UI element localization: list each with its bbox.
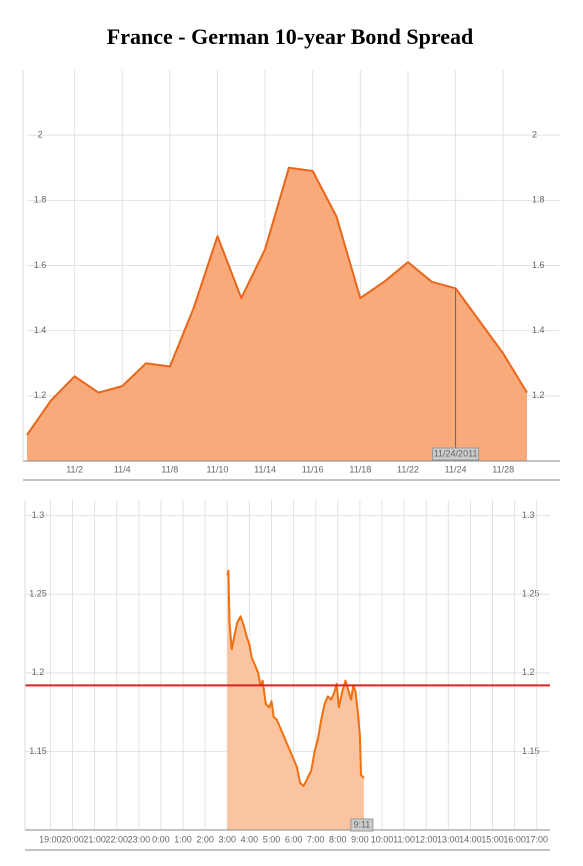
y-tick-label: 1.2	[34, 390, 47, 400]
x-tick-label: 22:00	[105, 834, 128, 844]
x-tick-label: 11/10	[207, 464, 229, 474]
area-fill	[27, 167, 527, 462]
x-tick-label: 8:00	[329, 834, 347, 844]
y-tick-label-right: 1.4	[532, 325, 545, 335]
annotation-box	[432, 447, 480, 461]
x-tick-label: 5:00	[263, 834, 281, 844]
x-tick-label: 11/28	[492, 464, 514, 474]
x-tick-label: 11/16	[302, 464, 324, 474]
series-line	[226, 569, 365, 787]
annotation: 11/24/2011	[434, 448, 478, 458]
y-tick-label: 1.15	[29, 746, 47, 756]
x-tick-label: 11:00	[393, 834, 415, 844]
series-line	[26, 166, 528, 436]
y-tick-label-right: 1.6	[532, 260, 545, 270]
x-tick-label: 11/14	[254, 464, 276, 474]
y-tick-label-right: 1.8	[532, 195, 545, 205]
y-tick-label: 1.4	[34, 325, 47, 335]
x-tick-label: 13:00	[437, 834, 460, 844]
x-tick-label: 21:00	[83, 834, 106, 844]
x-tick-label: 15:00	[481, 834, 504, 844]
x-tick-label: 10:00	[371, 834, 394, 844]
y-tick-label: 1.3	[32, 510, 45, 520]
x-tick-label: 17:00	[525, 834, 548, 844]
y-tick-label: 1.2	[32, 667, 45, 677]
x-tick-label: 6:00	[285, 834, 303, 844]
x-tick-label: 11/2	[66, 464, 83, 474]
x-tick-label: 1:00	[174, 834, 192, 844]
annotation: 9:11	[353, 819, 370, 829]
x-tick-label: 2:00	[196, 834, 214, 844]
y-tick-label: 1.6	[34, 260, 47, 270]
x-tick-label: 11/24	[445, 464, 467, 474]
x-tick-label: 0:00	[152, 834, 170, 844]
x-tick-label: 20:00	[61, 834, 84, 844]
y-tick-label-right: 1.3	[522, 510, 535, 520]
x-tick-label: 16:00	[503, 834, 526, 844]
x-tick-label: 11/4	[114, 464, 131, 474]
x-tick-label: 11/18	[349, 464, 371, 474]
x-tick-label: 23:00	[128, 834, 151, 844]
y-tick-label-right: 1.2	[522, 667, 535, 677]
x-tick-label: 3:00	[218, 834, 236, 844]
x-tick-label: 11/22	[397, 464, 419, 474]
y-tick-label-right: 1.25	[522, 589, 540, 599]
x-tick-label: 14:00	[459, 834, 482, 844]
annotation-box	[350, 818, 374, 832]
x-tick-label: 12:00	[415, 834, 438, 844]
y-tick-label: 1.8	[34, 195, 47, 205]
x-tick-label: 9:00	[351, 834, 369, 844]
x-tick-label: 7:00	[307, 834, 325, 844]
y-tick-label-right: 2	[532, 130, 537, 140]
x-tick-label: 11/8	[161, 464, 178, 474]
chart-title: France - German 10-year Bond Spread	[107, 24, 473, 49]
y-tick-label: 1.25	[29, 589, 47, 599]
y-tick-label: 2	[37, 130, 42, 140]
x-tick-label: 4:00	[241, 834, 259, 844]
area-fill	[227, 570, 364, 830]
y-tick-label-right: 1.15	[522, 746, 540, 756]
y-tick-label-right: 1.2	[532, 390, 545, 400]
x-tick-label: 19:00	[39, 834, 62, 844]
